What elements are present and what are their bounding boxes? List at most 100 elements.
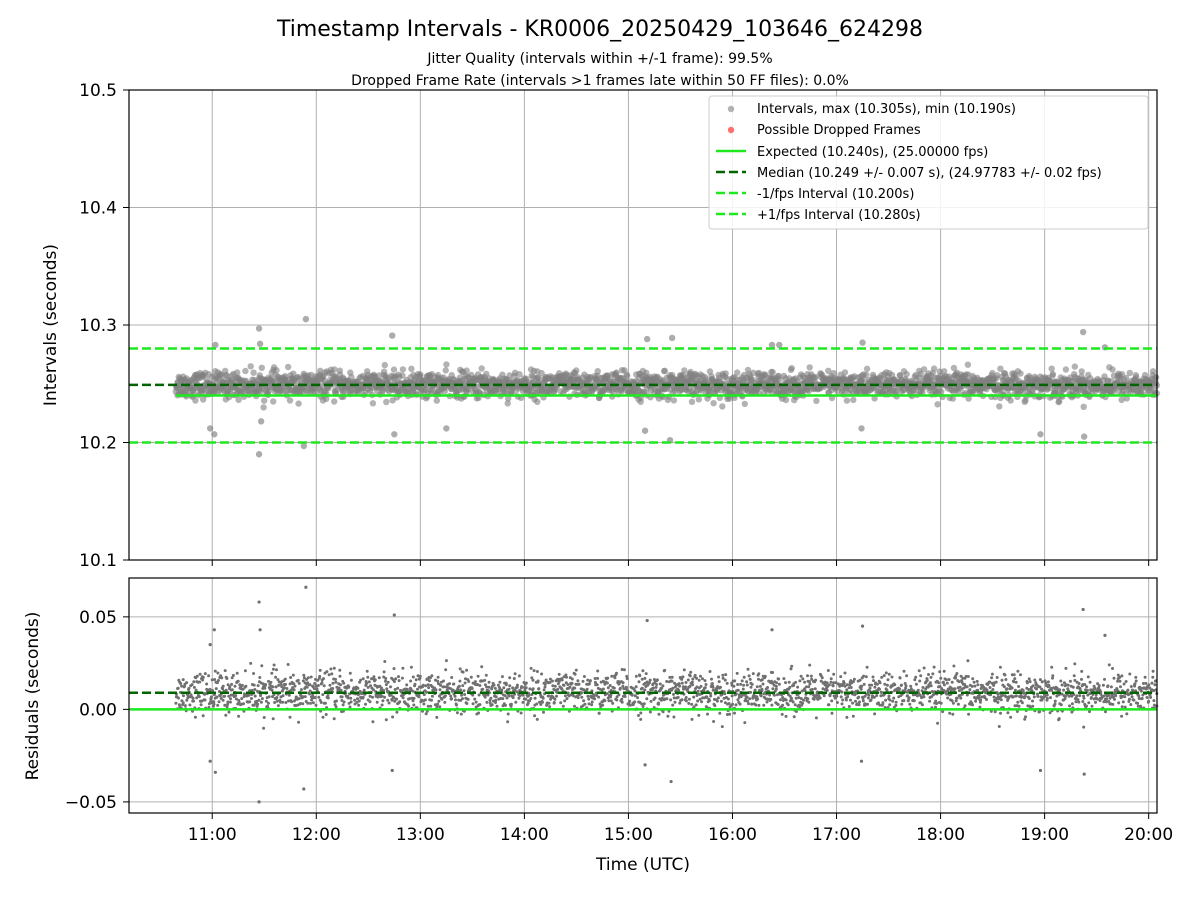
residual-point (920, 703, 924, 707)
residual-point (954, 699, 958, 703)
residual-point (914, 682, 918, 686)
residual-point (963, 704, 967, 708)
residual-point (331, 687, 335, 690)
intervals-y-tick-label: 10.2 (79, 434, 117, 454)
residual-point (249, 661, 253, 665)
residual-point (256, 684, 260, 688)
residual-point (769, 697, 773, 701)
residual-point (323, 701, 327, 705)
residual-point (723, 678, 727, 682)
residual-point (807, 700, 811, 704)
residual-point (455, 711, 459, 715)
residual-point (405, 683, 409, 687)
interval-outlier-point (1079, 328, 1087, 336)
residual-point (317, 695, 321, 699)
residual-point (825, 688, 829, 692)
legend-marker-dropped (727, 126, 735, 134)
residual-point (636, 696, 639, 700)
residual-point (322, 684, 326, 688)
interval-outlier-point (641, 427, 649, 434)
residual-point (454, 698, 457, 702)
residual-point (791, 700, 795, 704)
residual-point (275, 699, 279, 703)
residual-point (709, 694, 713, 698)
residual-point (537, 687, 541, 691)
residual-point (655, 678, 659, 682)
residual-point (787, 680, 791, 684)
residual-point (976, 683, 980, 687)
interval-point (719, 403, 726, 410)
residual-point (414, 678, 418, 682)
residual-point (461, 697, 464, 701)
interval-point (247, 363, 254, 370)
residual-point (887, 672, 891, 676)
residual-point (1003, 673, 1007, 677)
residual-point (216, 679, 220, 682)
residual-point (212, 702, 216, 706)
residual-point (688, 674, 692, 678)
residual-point (639, 711, 643, 715)
residual-point (318, 674, 322, 678)
residual-point (416, 687, 419, 691)
residual-point (555, 694, 558, 698)
residual-point (735, 671, 739, 675)
residual-point (1017, 685, 1021, 688)
residual-point (474, 700, 478, 704)
residual-point (637, 680, 641, 684)
residual-point (528, 687, 532, 691)
residual-point (541, 696, 545, 700)
interval-point (200, 396, 207, 403)
interval-outlier-point (1037, 431, 1044, 438)
residual-point (784, 698, 788, 702)
residual-point (322, 677, 325, 681)
residual-point (299, 688, 303, 692)
residual-point (292, 688, 296, 692)
interval-point (417, 371, 424, 378)
residual-point (303, 695, 307, 699)
residual-point (417, 695, 421, 699)
residual-point (429, 704, 433, 708)
intervals-y-tick-label: 10.4 (79, 199, 117, 219)
residual-point (582, 675, 586, 678)
residual-point (757, 677, 760, 681)
residual-point (734, 703, 738, 707)
residual-point (798, 679, 802, 683)
residual-point (217, 700, 221, 704)
residual-point (199, 703, 203, 707)
residual-point (784, 681, 787, 685)
residual-point (383, 695, 387, 699)
residual-point (290, 700, 294, 704)
residual-point (813, 687, 817, 691)
residual-point (990, 676, 994, 680)
residual-point (872, 679, 875, 683)
residual-point (691, 683, 695, 687)
residual-point (747, 702, 750, 706)
residual-point (688, 684, 692, 688)
residual-point (716, 696, 720, 700)
residual-point (643, 688, 647, 692)
intervals-x-ticks (211, 560, 1150, 566)
residual-point (1027, 677, 1031, 681)
interval-outlier-point (257, 418, 265, 425)
residual-point (198, 680, 202, 684)
residual-point (562, 683, 566, 687)
legend-label-intervals: Intervals, max (10.305s), min (10.190s) (757, 102, 1016, 117)
residual-point (678, 701, 682, 705)
interval-point (1071, 363, 1079, 370)
residual-point (1016, 669, 1020, 673)
interval-point (813, 397, 820, 405)
residual-point (814, 716, 818, 720)
residual-point (684, 681, 688, 684)
residual-point (511, 686, 515, 690)
residual-point (260, 664, 264, 668)
residual-point (776, 703, 780, 706)
residual-point (858, 700, 861, 704)
residual-point (247, 693, 251, 697)
residual-point (809, 674, 813, 678)
interval-outlier-point (255, 325, 263, 332)
residual-point (697, 678, 701, 682)
residual-point (849, 686, 853, 689)
residual-point (699, 674, 702, 678)
residual-point (928, 681, 932, 685)
residual-point (444, 659, 448, 663)
